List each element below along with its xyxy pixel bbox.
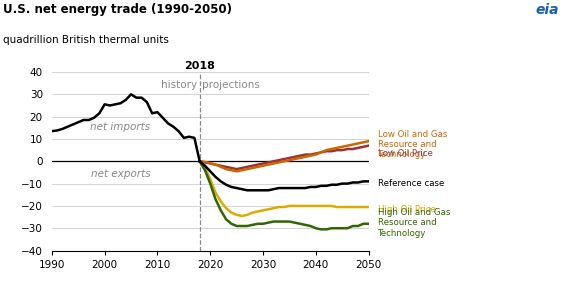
Text: history: history xyxy=(161,80,197,90)
Text: 2018: 2018 xyxy=(184,61,215,71)
Text: Low Oil Price: Low Oil Price xyxy=(378,149,433,158)
Text: quadrillion British thermal units: quadrillion British thermal units xyxy=(3,35,169,45)
Text: net exports: net exports xyxy=(90,169,150,179)
Text: Low Oil and Gas
Resource and
Technology: Low Oil and Gas Resource and Technology xyxy=(378,130,448,160)
Text: Reference case: Reference case xyxy=(378,179,445,188)
Text: eia: eia xyxy=(535,3,559,17)
Text: High Oil and Gas
Resource and
Technology: High Oil and Gas Resource and Technology xyxy=(378,208,451,238)
Text: U.S. net energy trade (1990-2050): U.S. net energy trade (1990-2050) xyxy=(3,3,232,16)
Text: net imports: net imports xyxy=(90,122,150,132)
Text: projections: projections xyxy=(202,80,260,90)
Text: High Oil Price: High Oil Price xyxy=(378,205,436,214)
